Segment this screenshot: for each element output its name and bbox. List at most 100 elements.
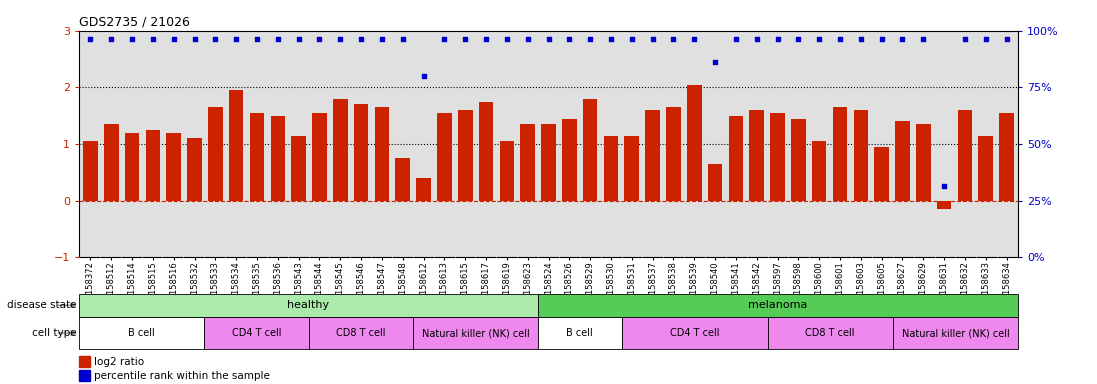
- Point: [102, 36, 120, 42]
- Point: [706, 59, 724, 65]
- Point: [248, 36, 265, 42]
- Point: [436, 36, 453, 42]
- Point: [623, 36, 641, 42]
- Bar: [499, 141, 514, 200]
- Point: [915, 36, 932, 42]
- Point: [894, 36, 912, 42]
- Text: log2 ratio: log2 ratio: [94, 357, 144, 367]
- Bar: [104, 124, 118, 200]
- Point: [310, 36, 328, 42]
- Point: [477, 36, 495, 42]
- Point: [331, 36, 349, 42]
- Point: [790, 36, 807, 42]
- Point: [602, 36, 620, 42]
- Point: [748, 36, 766, 42]
- Bar: [79, 294, 538, 317]
- Bar: [308, 317, 412, 349]
- Bar: [538, 294, 1018, 317]
- Point: [561, 36, 578, 42]
- Point: [644, 36, 661, 42]
- Bar: [624, 136, 640, 200]
- Bar: [229, 90, 244, 200]
- Bar: [457, 110, 473, 200]
- Bar: [791, 119, 805, 200]
- Bar: [749, 110, 764, 200]
- Bar: [603, 136, 619, 200]
- Text: CD8 T cell: CD8 T cell: [805, 328, 855, 338]
- Text: B cell: B cell: [566, 328, 593, 338]
- Point: [185, 36, 203, 42]
- Bar: [937, 200, 951, 209]
- Bar: [958, 110, 972, 200]
- Point: [394, 36, 411, 42]
- Bar: [728, 116, 743, 200]
- Point: [519, 36, 536, 42]
- Point: [852, 36, 870, 42]
- Bar: [313, 113, 327, 200]
- Point: [936, 184, 953, 190]
- Bar: [125, 132, 139, 200]
- Bar: [188, 138, 202, 200]
- Bar: [437, 113, 452, 200]
- Point: [144, 36, 161, 42]
- Bar: [622, 317, 768, 349]
- Bar: [893, 317, 1018, 349]
- Point: [290, 36, 307, 42]
- Bar: [999, 113, 1014, 200]
- Text: Natural killer (NK) cell: Natural killer (NK) cell: [902, 328, 1009, 338]
- Point: [206, 36, 224, 42]
- Text: healthy: healthy: [287, 300, 329, 310]
- Bar: [333, 99, 348, 200]
- Point: [498, 36, 516, 42]
- Bar: [874, 147, 889, 200]
- Point: [727, 36, 745, 42]
- Text: GDS2735 / 21026: GDS2735 / 21026: [79, 15, 190, 28]
- Text: CD4 T cell: CD4 T cell: [231, 328, 281, 338]
- Bar: [645, 110, 660, 200]
- Point: [540, 36, 557, 42]
- Text: disease state: disease state: [8, 300, 77, 310]
- Point: [81, 36, 99, 42]
- Bar: [79, 356, 90, 367]
- Text: Natural killer (NK) cell: Natural killer (NK) cell: [421, 328, 530, 338]
- Bar: [895, 121, 909, 200]
- Bar: [708, 164, 722, 200]
- Point: [832, 36, 849, 42]
- Text: percentile rank within the sample: percentile rank within the sample: [94, 371, 270, 381]
- Bar: [833, 107, 847, 200]
- Bar: [146, 130, 160, 200]
- Point: [977, 36, 995, 42]
- Point: [581, 36, 599, 42]
- Bar: [79, 370, 90, 381]
- Bar: [666, 107, 681, 200]
- Bar: [354, 104, 369, 200]
- Bar: [292, 136, 306, 200]
- Bar: [204, 317, 308, 349]
- Bar: [83, 141, 98, 200]
- Text: B cell: B cell: [128, 328, 155, 338]
- Bar: [375, 107, 389, 200]
- Bar: [416, 178, 431, 200]
- Point: [123, 36, 140, 42]
- Bar: [562, 119, 577, 200]
- Text: melanoma: melanoma: [748, 300, 807, 310]
- Bar: [250, 113, 264, 200]
- Point: [769, 36, 787, 42]
- Bar: [520, 124, 535, 200]
- Bar: [478, 101, 494, 200]
- Point: [165, 36, 182, 42]
- Bar: [768, 317, 893, 349]
- Bar: [167, 132, 181, 200]
- Point: [415, 73, 432, 79]
- Point: [456, 36, 474, 42]
- Bar: [853, 110, 868, 200]
- Point: [873, 36, 891, 42]
- Text: CD4 T cell: CD4 T cell: [670, 328, 720, 338]
- Point: [998, 36, 1016, 42]
- Bar: [395, 158, 410, 200]
- Point: [957, 36, 974, 42]
- Bar: [916, 124, 930, 200]
- Bar: [770, 113, 784, 200]
- Bar: [979, 136, 993, 200]
- Point: [352, 36, 370, 42]
